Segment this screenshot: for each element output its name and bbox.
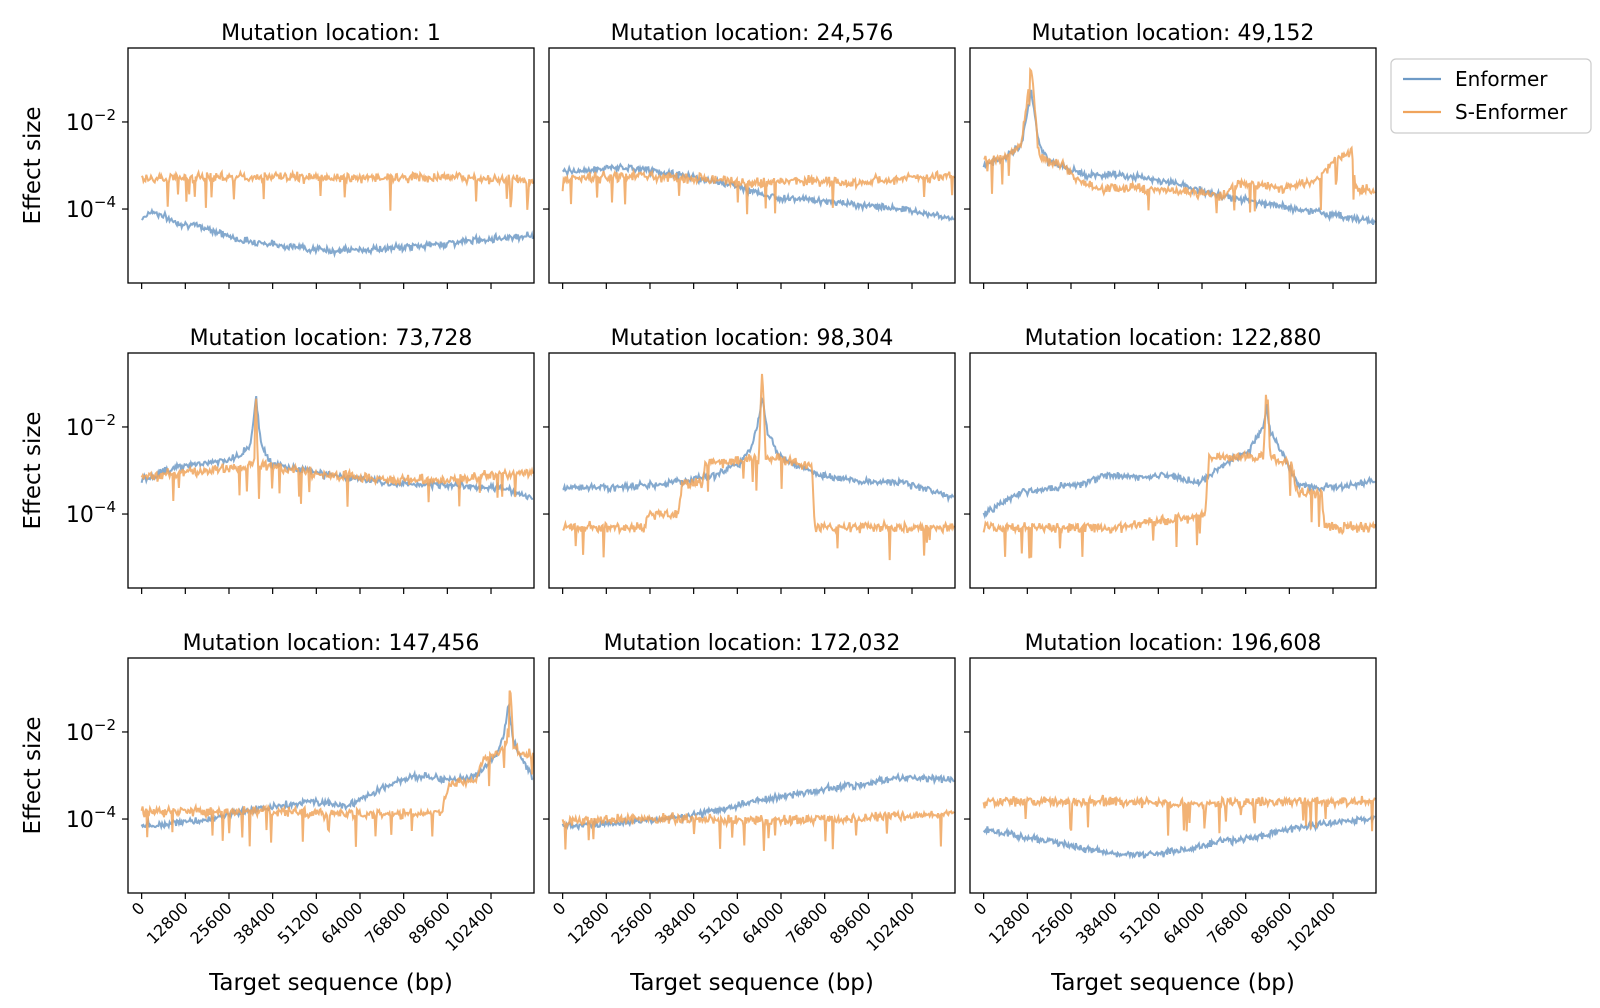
series-line-s-enformer (140, 168, 534, 211)
x-tick-label: 51200 (695, 898, 744, 947)
panel-1: Mutation location: 1 10−2 10−4 Effect size (20, 21, 535, 289)
y-tick-label: 10−4 (66, 498, 116, 528)
x-tick-label: 25600 (607, 898, 656, 947)
x-tick-label: 102400 (862, 898, 919, 955)
x-tick-label: 38400 (1072, 898, 1121, 947)
panel-6: Mutation location: 122,880 (964, 326, 1377, 594)
plot-frame (548, 657, 956, 894)
x-tick-label: 12800 (143, 898, 192, 947)
panel-title: Mutation location: 196,608 (1025, 631, 1322, 656)
series-line-enformer (140, 207, 534, 259)
series-line-s-enformer (983, 67, 1376, 214)
x-tick-label: 76800 (1203, 898, 1252, 947)
panel-4: Mutation location: 73,728 10−2 10−4 Effect … (20, 326, 535, 594)
panel-5: Mutation location: 98,304 (543, 326, 956, 594)
y-axis-label: Effect size (20, 411, 46, 529)
y-tick-label: 10−2 (66, 716, 116, 746)
x-tick-label: 12800 (985, 898, 1034, 947)
x-tick-label: 38400 (651, 898, 700, 947)
x-tick-label: 64000 (738, 898, 787, 947)
panel-9: Mutation location: 196,608 01280025600384… (964, 631, 1377, 996)
panel-title: Mutation location: 49,152 (1032, 21, 1315, 46)
plot-frame (127, 352, 535, 589)
x-tick-label: 102400 (1283, 898, 1340, 955)
series-line-s-enformer (561, 167, 955, 215)
series-line-enformer (562, 396, 955, 504)
y-tick-label: 10−2 (66, 106, 116, 136)
series-line-s-enformer (982, 394, 1376, 559)
legend-box (1390, 58, 1592, 134)
y-tick-label: 10−2 (66, 411, 116, 441)
panel-title: Mutation location: 122,880 (1025, 326, 1322, 351)
x-tick-label: 12800 (564, 898, 613, 947)
y-tick-label: 10−4 (66, 803, 116, 833)
panel-2: Mutation location: 24,576 (543, 21, 956, 289)
x-tick-label: 76800 (361, 898, 410, 947)
panel-3: Mutation location: 49,152 (964, 21, 1377, 289)
series-line-s-enformer (561, 808, 955, 851)
plot-frame (127, 47, 535, 284)
plot-frame (969, 47, 1377, 284)
x-tick-label: 102400 (441, 898, 498, 955)
plot-frame (548, 352, 956, 589)
panel-title: Mutation location: 172,032 (604, 631, 901, 656)
x-tick-label: 25600 (186, 898, 235, 947)
y-axis-label: Effect size (20, 106, 46, 224)
x-tick-label: 0 (549, 898, 570, 919)
panel-title: Mutation location: 73,728 (190, 326, 473, 351)
x-tick-label: 64000 (317, 898, 366, 947)
x-tick-label: 0 (128, 898, 149, 919)
panel-7: Mutation location: 147,456 10−2 10−4 Effect… (20, 631, 535, 996)
panel-title: Mutation location: 24,576 (611, 21, 894, 46)
x-tick-label: 38400 (230, 898, 279, 947)
y-tick-label: 10−4 (66, 193, 116, 223)
panel-title: Mutation location: 1 (221, 21, 441, 46)
series-line-enformer (982, 403, 1376, 520)
x-tick-label: 64000 (1159, 898, 1208, 947)
legend-label: S-Enformer (1455, 100, 1568, 124)
x-tick-label: 0 (970, 898, 991, 919)
series-line-enformer (561, 162, 955, 222)
x-axis-label: Target sequence (bp) (629, 970, 874, 996)
panel-title: Mutation location: 147,456 (183, 631, 480, 656)
x-tick-label: 25600 (1028, 898, 1077, 947)
plot-frame (127, 657, 535, 894)
series-line-enformer (140, 395, 534, 501)
panel-title: Mutation location: 98,304 (611, 326, 894, 351)
plot-frame (969, 657, 1377, 894)
legend-label: Enformer (1455, 67, 1548, 91)
x-tick-label: 76800 (782, 898, 831, 947)
x-axis-label: Target sequence (bp) (208, 970, 453, 996)
series-line-s-enformer (562, 373, 955, 561)
panel-8: Mutation location: 172,032 01280025600384… (543, 631, 956, 996)
y-axis-label: Effect size (20, 716, 46, 834)
series-line-enformer (561, 771, 955, 832)
x-tick-label: 51200 (1116, 898, 1165, 947)
legend: Enformer S-Enformer (1390, 58, 1592, 134)
series-line-s-enformer (982, 794, 1376, 836)
x-tick-label: 51200 (274, 898, 323, 947)
plot-frame (548, 47, 956, 284)
x-axis-label: Target sequence (bp) (1050, 970, 1295, 996)
plot-frame (969, 352, 1377, 589)
series-line-s-enformer (140, 398, 534, 507)
series-line-s-enformer (140, 690, 534, 847)
